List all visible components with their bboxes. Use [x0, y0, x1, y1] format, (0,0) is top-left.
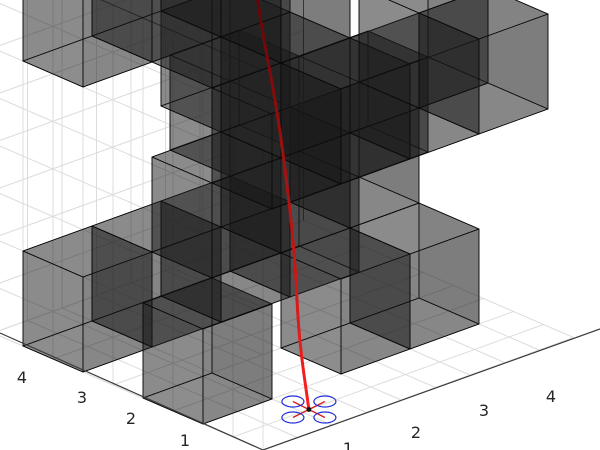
x-axis-line — [262, 328, 600, 450]
quadrotor-rotor — [281, 395, 305, 408]
y-tick-label-2: 2 — [126, 409, 136, 428]
floor-grid-line — [172, 298, 484, 412]
y-tick-label-3: 3 — [77, 388, 87, 407]
cube-face-top — [387, 0, 457, 14]
wall-grid-line — [0, 0, 259, 94]
obstacle-cube — [160, 0, 291, 38]
wall-grid-line — [0, 30, 304, 141]
obstacle-cube — [160, 175, 291, 323]
floor-grid-line — [96, 295, 367, 413]
obstacle-cube — [418, 0, 549, 135]
cube-face-front — [280, 0, 351, 64]
obstacle-cube — [22, 0, 153, 88]
box-edge — [100, 0, 264, 71]
wall-grid-line — [0, 0, 127, 46]
cube-face-top — [418, 0, 549, 40]
flight-path — [256, 0, 311, 411]
x-tick-label-4: 4 — [546, 387, 556, 406]
obstacle-cube — [280, 227, 411, 375]
cube-face-front — [82, 0, 153, 88]
floor-grid-line — [232, 324, 544, 438]
obstacle-cubes — [22, 0, 549, 425]
y-axis-line — [0, 332, 264, 450]
y-tick-label-4: 4 — [17, 368, 27, 387]
cube-face-top — [169, 29, 300, 82]
cube-face-right — [261, 0, 291, 13]
obstacle-cube — [349, 202, 480, 350]
obstacle-cube — [358, 0, 489, 109]
obstacle-cube — [211, 62, 342, 210]
obstacle-cube — [229, 150, 360, 298]
floor-grid-line — [112, 272, 424, 386]
obstacle-cube — [220, 0, 351, 64]
axes: 4 3 2 1 1 2 3 4 — [0, 328, 600, 450]
cube-face-left — [91, 0, 153, 63]
quadrotor-hub — [306, 407, 312, 412]
wall-grid-line — [0, 97, 264, 213]
wall-grid-line — [0, 125, 304, 236]
quadrotor-icon — [281, 395, 337, 424]
x-tick-label-1: 1 — [343, 439, 353, 450]
floor-grid-line — [52, 246, 364, 360]
cube-face-left — [160, 0, 222, 38]
floor-grid-line — [303, 220, 574, 338]
obstacle-cube — [91, 200, 222, 348]
wall-grid-line — [0, 220, 304, 331]
floor-grid-line — [165, 270, 436, 388]
obstacle-cube — [142, 277, 273, 425]
quadrotor-rotor — [281, 411, 305, 424]
quadrotor-rotor — [313, 395, 337, 408]
wall-grid-line — [0, 145, 264, 261]
cube-face-left — [22, 0, 84, 88]
cube-face-front — [211, 0, 282, 89]
x-tick-label-2: 2 — [411, 423, 421, 442]
floor-grid-line — [234, 245, 505, 363]
cube-face-right — [289, 0, 351, 39]
wall-grid-line — [0, 77, 304, 189]
wall-grid-line — [0, 287, 264, 403]
wall-grid-line — [0, 192, 264, 308]
floor-grid-line — [27, 320, 298, 438]
obstacle-cube — [289, 81, 420, 229]
wall-grid-line — [0, 2, 264, 118]
x-tick-label-3: 3 — [479, 401, 489, 420]
obstacle-cube — [151, 0, 282, 89]
flight-path-line — [256, 0, 311, 411]
y-tick-label-1: 1 — [180, 431, 190, 450]
wall-grid-line — [0, 172, 304, 284]
quadrotor-rotor — [313, 411, 337, 424]
